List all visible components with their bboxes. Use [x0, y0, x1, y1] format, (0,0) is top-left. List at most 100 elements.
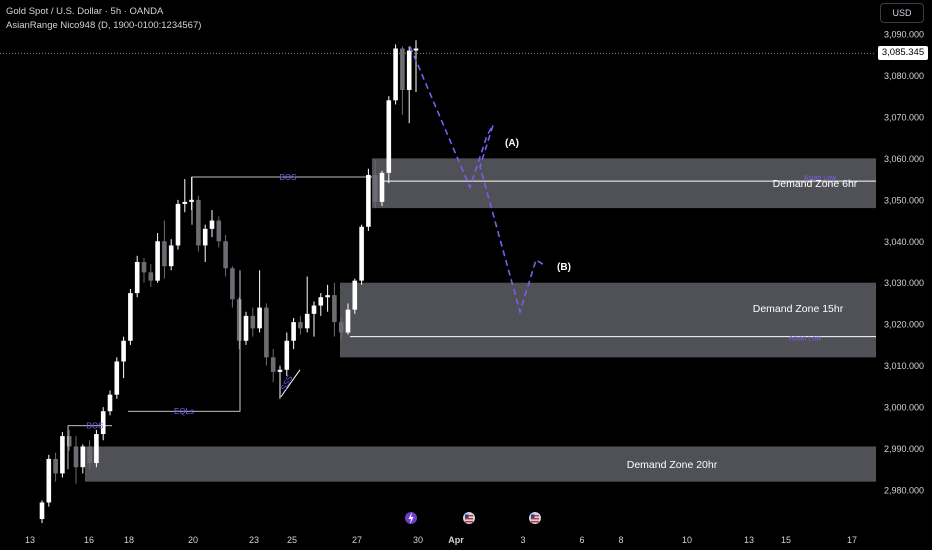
candle-body [345, 309, 351, 333]
candle-body [270, 357, 276, 372]
price-tick-label: 3,050.000 [884, 195, 924, 205]
candle-body [311, 305, 317, 314]
flag-stripe [531, 521, 539, 523]
price-tick-label: 3,040.000 [884, 237, 924, 247]
candle-body [39, 502, 45, 520]
zone-label: Demand Zone 15hr [753, 303, 844, 315]
currency-button[interactable]: USD [880, 3, 924, 23]
candle-body [60, 436, 65, 474]
candle-body [121, 340, 126, 362]
time-tick-label: 3 [520, 535, 525, 545]
time-tick-label: 10 [682, 535, 692, 545]
price-axis[interactable]: 2,980.000 2,990.000 3,000.000 3,010.000 3,02… [884, 30, 924, 496]
candle-body [352, 280, 358, 310]
candle-body [196, 199, 201, 246]
time-tick-label: 30 [413, 535, 423, 545]
zone-label: Demand Zone 20hr [627, 459, 718, 471]
structure-annotations: BOS BOS EQLs SSS [67, 173, 372, 470]
candle-body [379, 172, 385, 202]
projection-label-a: (A) [505, 138, 519, 149]
time-tick-label: 25 [287, 535, 297, 545]
candle-body [400, 48, 405, 90]
candle-body [168, 245, 174, 267]
candle-body [325, 295, 330, 298]
projection-path: (A) (B) [409, 46, 571, 315]
candle-body [406, 50, 412, 90]
sss-label: SSS [279, 374, 294, 392]
eqls-line [128, 270, 241, 412]
demand-zone [85, 446, 876, 482]
candle-body [359, 226, 364, 281]
time-tick-label: 18 [124, 535, 134, 545]
candle-body [277, 369, 283, 372]
candle-body [107, 394, 113, 412]
price-tick-label: 3,090.000 [884, 30, 924, 40]
candle-body [87, 446, 92, 464]
projection-label-b: (B) [557, 262, 571, 273]
symbol-title: Gold Spot / U.S. Dollar · 5h · OANDA [6, 6, 164, 17]
flag-stripe [531, 515, 539, 517]
time-tick-label: 8 [618, 535, 623, 545]
candle-body [332, 295, 337, 323]
candle-body [250, 315, 256, 329]
time-axis[interactable]: 13 16 18 20 23 25 27 30 Apr 3 6 8 10 13 15 17 [25, 535, 857, 545]
candle-body [257, 307, 262, 329]
time-tick-label: 17 [847, 535, 857, 545]
price-tick-label: 3,030.000 [884, 278, 924, 288]
candle-body [100, 411, 106, 435]
flag-stripe [465, 518, 473, 520]
candle-body [393, 48, 398, 101]
candle-body [182, 201, 188, 204]
time-tick-label: 15 [781, 535, 791, 545]
candle-body [372, 174, 378, 202]
bos-label: BOS [87, 422, 104, 431]
bos-label: BOS [280, 173, 297, 182]
candle-body [338, 322, 344, 333]
candle-body [128, 293, 133, 341]
candle-body [162, 241, 167, 267]
candle-body [413, 48, 419, 51]
flag-canton [531, 514, 535, 518]
candle-body [243, 315, 249, 341]
price-tick-label: 3,020.000 [884, 320, 924, 330]
candle-body [66, 436, 72, 447]
candle-body [304, 313, 310, 329]
time-tick-label: 16 [84, 535, 94, 545]
asian-low-label: Asian Low [804, 175, 837, 182]
price-tick-label: 2,990.000 [884, 444, 924, 454]
candle-body [94, 434, 99, 464]
candle-body [73, 446, 79, 468]
candle-body [53, 458, 58, 474]
demand-zone [372, 158, 876, 209]
price-tick-label: 3,070.000 [884, 112, 924, 122]
candle-body [80, 446, 86, 468]
demand-zone [340, 282, 876, 358]
bos-line [191, 176, 372, 225]
flag-stripe [465, 515, 473, 517]
price-tick-label: 3,080.000 [884, 71, 924, 81]
flag-stripe [465, 521, 473, 523]
eqls-label: EQLs [174, 407, 194, 416]
time-tick-label: 20 [188, 535, 198, 545]
indicator-title: AsianRange Nico948 (D, 1900-0100:1234567… [6, 20, 202, 31]
time-tick-label: 27 [352, 535, 362, 545]
candle-body [134, 262, 140, 294]
event-icons [404, 511, 542, 525]
asian-low-label: Asian Low [789, 336, 822, 343]
candle-body [209, 220, 215, 229]
candle-body [223, 241, 228, 269]
time-tick-label: Apr [448, 535, 464, 545]
price-tick-label: 3,060.000 [884, 154, 924, 164]
candle-body [264, 307, 269, 358]
price-tick-label: 3,010.000 [884, 361, 924, 371]
candle-body [291, 322, 296, 341]
candle-body [114, 361, 120, 395]
candle-body [318, 297, 324, 306]
bos-line [67, 425, 112, 470]
last-price-badge: 3,085.345 [878, 46, 928, 60]
candle-body [155, 241, 160, 281]
candle-body [386, 100, 392, 173]
time-tick-label: 13 [744, 535, 754, 545]
